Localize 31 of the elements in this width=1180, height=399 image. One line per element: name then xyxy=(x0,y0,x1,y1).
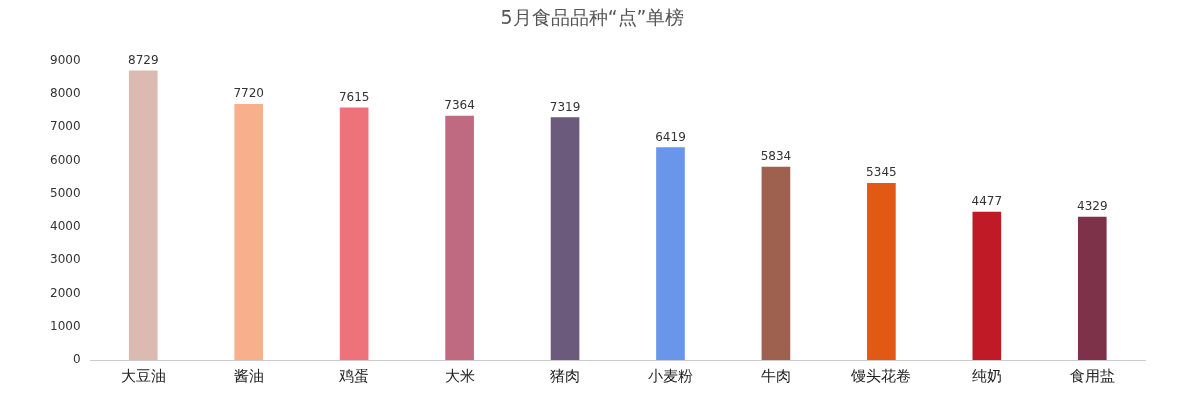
data-label: 7319 xyxy=(549,99,581,114)
x-tick-label: 酱油 xyxy=(233,366,264,385)
data-label: 7364 xyxy=(444,98,475,113)
data-label: 6419 xyxy=(655,129,686,144)
x-tick-label: 大米 xyxy=(444,366,475,385)
y-tick-label: 9000 xyxy=(49,52,81,67)
data-label: 7720 xyxy=(233,86,264,101)
y-tick-label: 6000 xyxy=(49,152,81,167)
data-label: 8729 xyxy=(127,52,159,67)
chart-title: 5月食品品种“点”单榜 xyxy=(500,6,685,29)
x-tick-label: 小麦粉 xyxy=(647,366,693,385)
y-tick-label: 2000 xyxy=(49,285,81,300)
x-tick-label: 鸡蛋 xyxy=(338,366,370,385)
data-label: 7615 xyxy=(338,89,370,104)
y-tick-label: 8000 xyxy=(49,86,81,101)
x-tick-label: 大豆油 xyxy=(120,366,166,385)
data-label: 4477 xyxy=(971,194,1003,209)
data-label: 5834 xyxy=(760,149,792,164)
x-tick-label: 纯奶 xyxy=(971,366,1002,385)
x-tick-label: 猪肉 xyxy=(550,366,581,385)
y-tick-label: 3000 xyxy=(49,252,81,267)
x-tick-label: 馒头花卷 xyxy=(850,366,912,385)
data-label: 4329 xyxy=(1077,199,1108,214)
x-tick-label: 食用盐 xyxy=(1069,366,1115,385)
y-tick-label: 1000 xyxy=(49,318,81,333)
x-tick-label: 牛肉 xyxy=(760,366,791,385)
y-tick-label: 4000 xyxy=(49,219,81,234)
y-tick-label: 5000 xyxy=(49,185,81,200)
y-tick-label: 0 xyxy=(72,352,81,367)
y-tick-label: 7000 xyxy=(49,119,81,134)
data-label: 5345 xyxy=(866,165,897,180)
